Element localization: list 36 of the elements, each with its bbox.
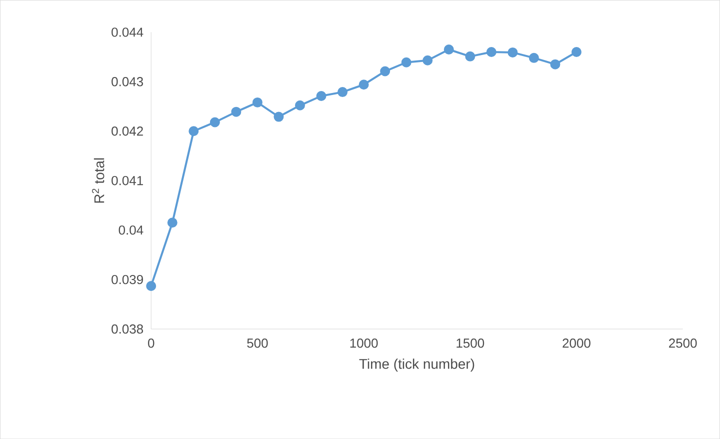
x-tick-label: 2500 bbox=[669, 338, 697, 348]
x-tick-label: 2000 bbox=[562, 338, 590, 348]
y-tick-label: 0.04 bbox=[118, 225, 144, 235]
y-tick-label: 0.041 bbox=[112, 176, 143, 186]
point bbox=[210, 117, 220, 128]
x-tick-label: 1000 bbox=[350, 338, 378, 348]
point bbox=[231, 106, 242, 117]
point bbox=[188, 126, 199, 136]
point bbox=[358, 80, 369, 90]
point bbox=[274, 112, 284, 122]
point bbox=[146, 280, 156, 291]
y-axis-title: R$^{2}$ total bbox=[92, 158, 104, 203]
x-axis-title: Time (tick number) bbox=[359, 358, 474, 372]
point bbox=[550, 59, 560, 70]
point bbox=[465, 51, 476, 62]
point bbox=[294, 100, 305, 110]
point bbox=[316, 90, 326, 101]
x-tick-label: 1500 bbox=[456, 338, 484, 348]
point bbox=[444, 44, 454, 54]
point bbox=[528, 52, 539, 63]
y-tick-label: 0.039 bbox=[112, 274, 143, 284]
point bbox=[252, 97, 262, 108]
x-tick-label: 0 bbox=[148, 338, 154, 348]
y-tick-label: 0.043 bbox=[112, 76, 144, 86]
point bbox=[486, 46, 496, 57]
point bbox=[338, 86, 348, 97]
point bbox=[380, 66, 390, 76]
point bbox=[401, 57, 412, 68]
y-tick-label: 0.038 bbox=[112, 324, 144, 334]
y-tick-label: 0.044 bbox=[112, 28, 144, 37]
point bbox=[508, 47, 518, 58]
point bbox=[571, 46, 582, 57]
y-tick-label: 0.042 bbox=[112, 126, 143, 136]
point bbox=[422, 55, 433, 66]
x-tick-label: 500 bbox=[247, 338, 268, 348]
point bbox=[167, 218, 178, 228]
